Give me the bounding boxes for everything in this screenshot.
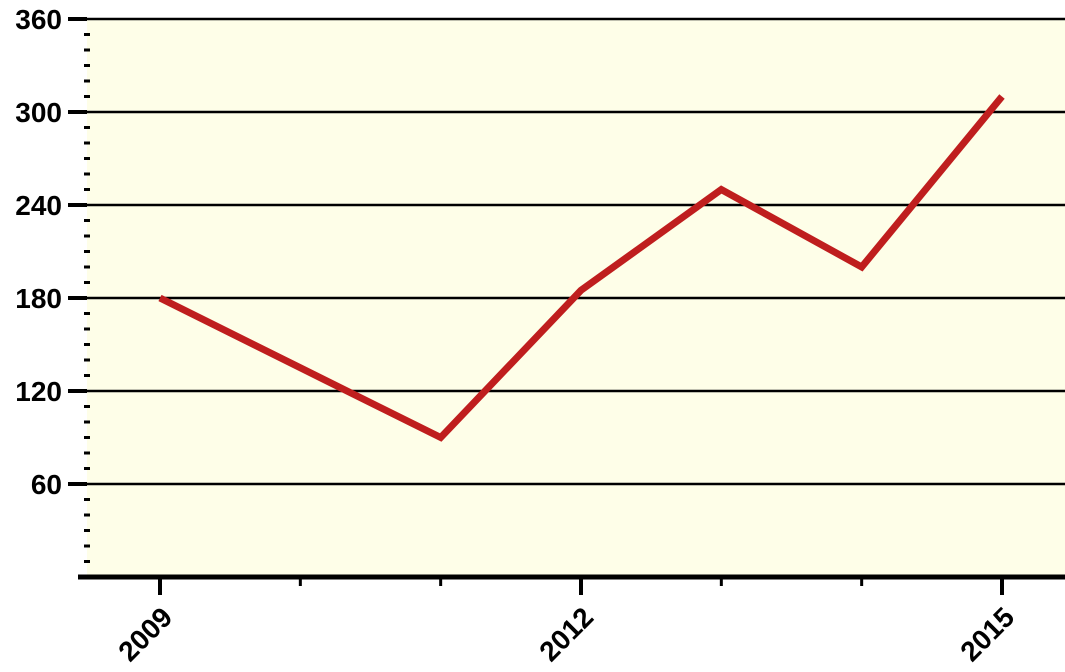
y-tick-label-180: 180 [15,283,62,314]
x-tick-label-2015: 2015 [954,601,1020,667]
data-point [300,367,301,368]
x-tick-label-2009: 2009 [112,601,178,667]
axes [68,17,1065,595]
series-line-0 [158,94,1005,442]
y-tick-label-60: 60 [31,469,62,500]
data-point [861,267,862,268]
series-layer [158,94,1005,442]
data-point [1002,96,1003,97]
y-tick-label-120: 120 [15,376,62,407]
data-point [721,189,722,190]
data-point [581,290,582,291]
data-point [160,298,161,299]
y-tick-label-360: 360 [15,4,62,35]
y-tick-label-240: 240 [15,190,62,221]
x-tick-label-2012: 2012 [533,601,599,667]
data-point [440,437,441,438]
y-tick-label-300: 300 [15,97,62,128]
